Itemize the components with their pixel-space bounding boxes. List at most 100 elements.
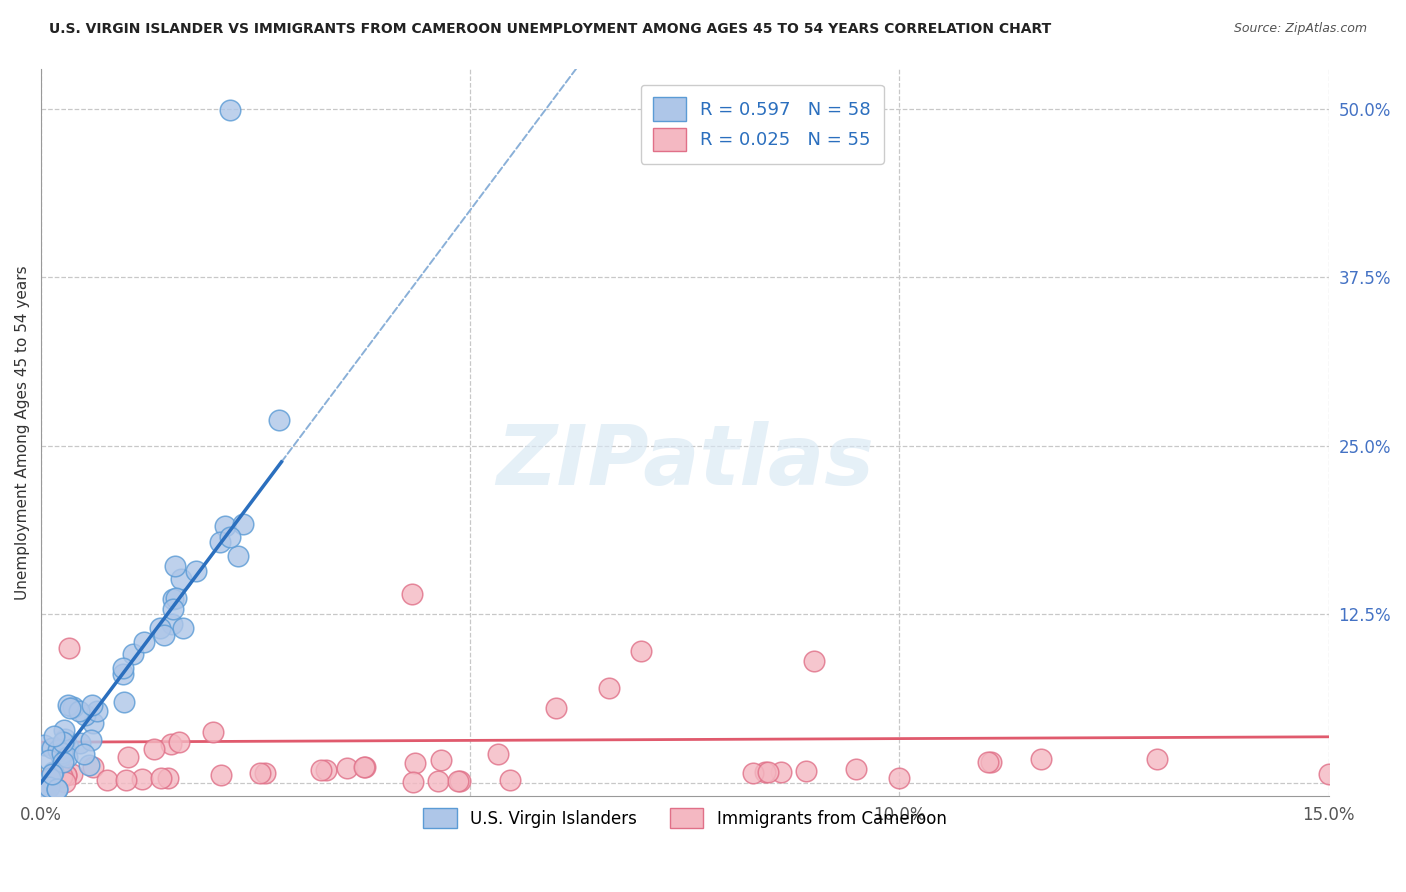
Point: [219, 103, 242, 118]
Point: [769, 764, 792, 779]
Point: [1317, 767, 1340, 781]
Point: [39, 772, 62, 786]
Point: [35, 782, 58, 797]
Point: [132, 635, 155, 649]
Point: [232, 516, 254, 531]
Point: [82, 760, 104, 774]
Point: [49, 770, 72, 784]
Point: [794, 764, 817, 778]
Text: ZIPatlas: ZIPatlas: [496, 421, 873, 502]
Point: [336, 761, 359, 775]
Point: [49, 748, 72, 763]
Point: [75, 708, 97, 723]
Point: [209, 768, 232, 782]
Point: [122, 648, 145, 662]
Point: [53, 744, 76, 758]
Point: [38, 780, 60, 794]
Point: [214, 518, 236, 533]
Point: [167, 735, 190, 749]
Point: [977, 755, 1000, 769]
Point: [67, 704, 90, 718]
Point: [44, 772, 66, 786]
Point: [254, 766, 277, 780]
Point: [59, 701, 82, 715]
Point: [630, 643, 652, 657]
Point: [38, 773, 60, 788]
Point: [756, 765, 779, 780]
Point: [401, 587, 423, 601]
Legend: U.S. Virgin Islanders, Immigrants from Cameroon: U.S. Virgin Islanders, Immigrants from C…: [416, 801, 953, 835]
Point: [353, 760, 375, 774]
Point: [170, 572, 193, 586]
Point: [430, 754, 453, 768]
Point: [186, 564, 208, 578]
Point: [58, 698, 80, 713]
Point: [80, 698, 103, 712]
Text: U.S. VIRGIN ISLANDER VS IMMIGRANTS FROM CAMEROON UNEMPLOYMENT AMONG AGES 45 TO 5: U.S. VIRGIN ISLANDER VS IMMIGRANTS FROM …: [49, 22, 1052, 37]
Point: [117, 750, 139, 764]
Point: [486, 747, 509, 761]
Point: [1146, 752, 1168, 766]
Point: [803, 654, 825, 668]
Point: [77, 758, 100, 772]
Point: [51, 769, 73, 783]
Point: [53, 723, 76, 737]
Point: [131, 772, 153, 786]
Point: [42, 729, 65, 743]
Point: [980, 755, 1002, 769]
Point: [402, 775, 425, 789]
Point: [219, 530, 242, 544]
Point: [112, 695, 135, 709]
Point: [546, 701, 568, 715]
Point: [172, 622, 194, 636]
Point: [228, 549, 250, 563]
Point: [53, 774, 76, 789]
Point: [45, 782, 67, 797]
Point: [52, 735, 75, 749]
Point: [111, 661, 134, 675]
Point: [162, 592, 184, 607]
Point: [143, 742, 166, 756]
Point: [742, 765, 765, 780]
Point: [156, 771, 179, 785]
Point: [41, 767, 63, 781]
Point: [165, 591, 187, 606]
Point: [112, 666, 135, 681]
Point: [96, 773, 118, 788]
Point: [52, 769, 75, 783]
Point: [32, 738, 55, 752]
Point: [267, 413, 290, 427]
Point: [160, 616, 183, 631]
Point: [32, 782, 55, 797]
Point: [73, 747, 96, 762]
Point: [56, 740, 79, 755]
Point: [38, 753, 60, 767]
Point: [42, 764, 65, 779]
Point: [889, 771, 911, 785]
Point: [82, 715, 104, 730]
Point: [499, 772, 522, 787]
Point: [152, 627, 174, 641]
Point: [60, 766, 83, 780]
Point: [845, 762, 868, 776]
Point: [353, 760, 375, 774]
Point: [62, 700, 84, 714]
Point: [404, 756, 426, 770]
Point: [150, 771, 173, 785]
Y-axis label: Unemployment Among Ages 45 to 54 years: Unemployment Among Ages 45 to 54 years: [15, 265, 30, 599]
Point: [46, 782, 69, 797]
Point: [1031, 751, 1053, 765]
Point: [162, 602, 184, 616]
Point: [53, 731, 76, 746]
Point: [315, 763, 337, 777]
Point: [163, 558, 186, 573]
Point: [449, 773, 471, 788]
Point: [58, 640, 80, 655]
Point: [55, 768, 77, 782]
Point: [31, 782, 53, 797]
Point: [160, 738, 183, 752]
Point: [447, 774, 470, 789]
Point: [598, 681, 620, 696]
Point: [41, 740, 63, 755]
Point: [55, 749, 77, 764]
